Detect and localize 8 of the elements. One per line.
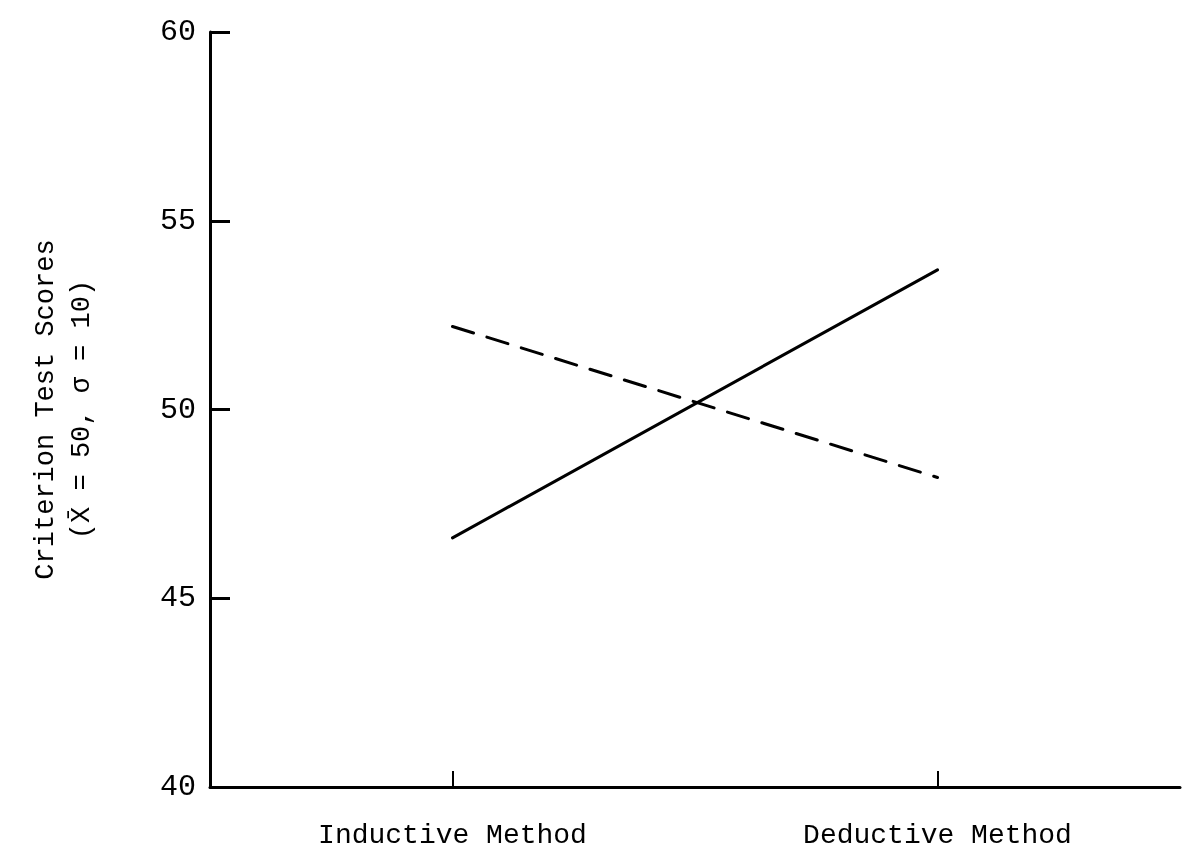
y-tick-label: 45 — [159, 581, 196, 616]
y-tick-label: 50 — [159, 392, 196, 427]
y-axis-title: Criterion Test Scores (X̄ = 50, σ = 10) — [31, 239, 97, 580]
x-tick-label: Deductive Method — [803, 819, 1072, 851]
y-tick-label: 60 — [159, 15, 196, 49]
x-tick-label: Inductive Method — [318, 819, 587, 851]
y-tick-label: 40 — [159, 770, 196, 804]
y-tick-label: 55 — [159, 203, 196, 238]
